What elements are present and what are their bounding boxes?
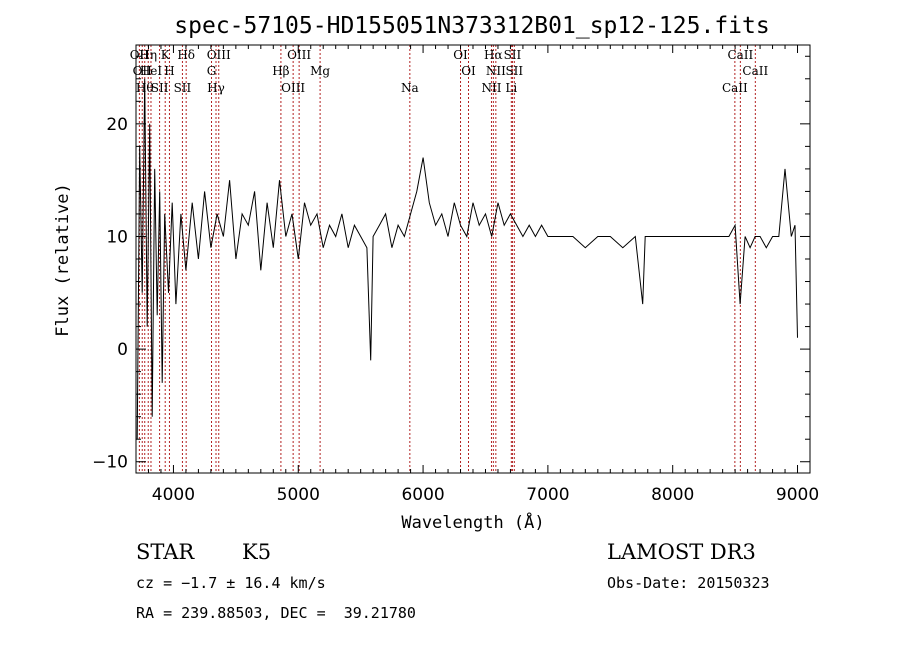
line-marker-label: SII bbox=[504, 48, 522, 62]
line-marker-label: OI bbox=[461, 64, 476, 78]
x-tick-label: 4000 bbox=[152, 485, 195, 505]
line-marker-label: OII bbox=[130, 48, 150, 62]
line-marker-label: SII bbox=[174, 81, 192, 95]
x-tick-label: 6000 bbox=[401, 485, 444, 505]
line-marker-label: Na bbox=[401, 81, 419, 95]
x-tick-label: 5000 bbox=[277, 485, 320, 505]
line-marker-label: SII bbox=[151, 81, 169, 95]
line-marker-label: G bbox=[207, 64, 217, 78]
line-marker-label: Hη bbox=[139, 48, 157, 62]
chart-title: spec-57105-HD155051N373312B01_sp12-125.f… bbox=[174, 13, 769, 39]
line-marker-label: OI bbox=[453, 48, 468, 62]
line-marker-label: NII bbox=[486, 64, 506, 78]
line-markers bbox=[138, 45, 756, 473]
x-axis-ticks: 4000 5000 6000 7000 8000 9000 bbox=[135, 45, 819, 505]
line-marker-label: Mg bbox=[310, 64, 330, 78]
y-axis-label: Flux (relative) bbox=[53, 183, 73, 337]
line-marker-label: OIII bbox=[281, 81, 305, 95]
line-marker-label: OIII bbox=[287, 48, 311, 62]
plot-frame bbox=[135, 44, 811, 474]
spectrum-line bbox=[136, 78, 798, 440]
y-tick-label: 10 bbox=[106, 227, 128, 247]
y-tick-label: 20 bbox=[106, 115, 128, 135]
x-tick-label: 8000 bbox=[651, 485, 694, 505]
x-tick-label: 7000 bbox=[526, 485, 569, 505]
line-marker-label: CaII bbox=[742, 64, 768, 78]
line-marker-label: CaII bbox=[727, 48, 753, 62]
line-marker-label: SII bbox=[505, 64, 523, 78]
line-marker-labels: OIIOIIHθHηHeISIIKHSIIHδGHγOIIIHβOIIIOIII… bbox=[130, 48, 769, 95]
object-subclass: K5 bbox=[242, 540, 272, 564]
observation-date: Obs-Date: 20150323 bbox=[607, 574, 770, 592]
line-marker-label: HeI bbox=[140, 64, 163, 78]
x-axis-label: Wavelength (Å) bbox=[401, 511, 544, 533]
x-tick-label: 9000 bbox=[776, 485, 819, 505]
redshift-velocity: cz = −1.7 ± 16.4 km/s bbox=[136, 574, 326, 592]
y-tick-label: 0 bbox=[117, 340, 128, 360]
line-marker-label: K bbox=[161, 48, 171, 62]
line-marker-label: Hδ bbox=[177, 48, 195, 62]
survey-name: LAMOST DR3 bbox=[607, 540, 756, 564]
line-marker-label: Hβ bbox=[272, 64, 289, 78]
y-axis-ticks: −10 0 10 20 bbox=[92, 55, 810, 473]
sky-coordinates: RA = 239.88503, DEC = 39.21780 bbox=[136, 604, 416, 622]
line-marker-label: Hγ bbox=[207, 81, 225, 95]
y-tick-label: −10 bbox=[92, 453, 128, 473]
object-class: STAR bbox=[136, 540, 195, 564]
line-marker-label: OII bbox=[133, 64, 153, 78]
line-marker-label: H bbox=[164, 64, 174, 78]
line-marker-label: Hα bbox=[484, 48, 503, 62]
line-marker-label: OIII bbox=[207, 48, 231, 62]
line-marker-label: NII bbox=[481, 81, 501, 95]
line-marker-label: Li bbox=[505, 81, 517, 95]
line-marker-label: CaII bbox=[722, 81, 748, 95]
